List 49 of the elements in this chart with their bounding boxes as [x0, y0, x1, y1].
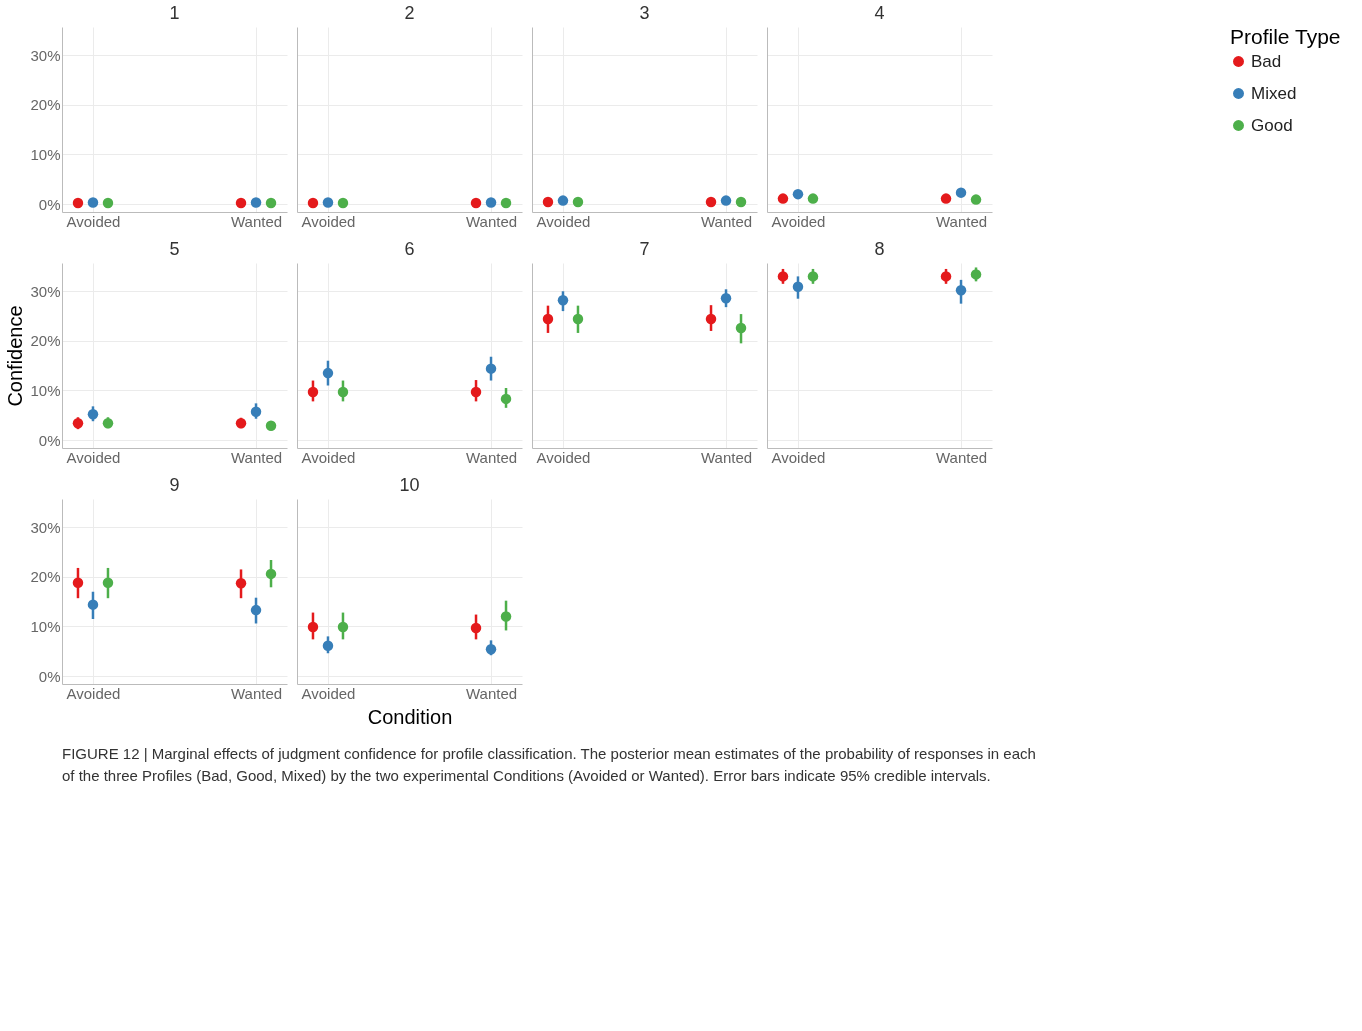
chart-title: 8: [874, 239, 885, 259]
y-tick-label: 20%: [30, 96, 61, 114]
x-tick-label: Avoided: [536, 448, 591, 466]
x-tick-label: Avoided: [301, 448, 356, 466]
y-tick-label: 0%: [38, 431, 61, 449]
legend-label: Good: [1251, 115, 1293, 135]
x-tick-label: Wanted: [700, 448, 753, 466]
chart-title: 5: [169, 239, 180, 259]
x-tick-label: Wanted: [230, 212, 283, 230]
x-tick-label: Avoided: [536, 212, 591, 230]
x-tick-label: Avoided: [66, 448, 121, 466]
x-tick-label: Avoided: [301, 684, 356, 702]
y-tick-label: 10%: [30, 381, 61, 399]
x-tick-label: Avoided: [66, 212, 121, 230]
chart-title: 1: [169, 3, 180, 23]
legend-title: Profile Type: [1230, 25, 1341, 48]
y-tick-label: 20%: [30, 332, 61, 350]
chart-title: 9: [169, 475, 180, 495]
x-tick-label: Wanted: [935, 212, 988, 230]
x-tick-label: Wanted: [700, 212, 753, 230]
x-tick-label: Avoided: [301, 212, 356, 230]
y-tick-label: 30%: [30, 46, 61, 64]
chart-title: 3: [639, 3, 650, 23]
x-tick-label: Wanted: [465, 448, 518, 466]
x-tick-label: Wanted: [465, 212, 518, 230]
chart-title: 10: [399, 475, 420, 495]
x-tick-label: Wanted: [935, 448, 988, 466]
x-tick-label: Wanted: [465, 684, 518, 702]
y-tick-label: 10%: [30, 145, 61, 163]
y-tick-label: 0%: [38, 195, 61, 213]
legend-label: Mixed: [1251, 83, 1297, 103]
chart-title: 4: [874, 3, 885, 23]
y-tick-label: 30%: [30, 518, 61, 536]
chart-title: 6: [404, 239, 415, 259]
caption: FIGURE 12 | Marginal effects of judgment confidence for profile classification. The posterior mean estimates of the probability of responses in each of the three Profiles (Bad, Good, Mixed) by the two experimental Conditions (Avoided or Wanted). Error bars indicate 95% credible intervals.: [62, 745, 1036, 784]
x-tick-label: Avoided: [771, 448, 826, 466]
y-tick-label: 20%: [30, 568, 61, 586]
x-tick-label: Avoided: [771, 212, 826, 230]
chart-title: 7: [639, 239, 650, 259]
y-tick-label: 0%: [38, 667, 61, 685]
y-tick-label: 10%: [30, 617, 61, 635]
x-axis-title: Condition: [367, 705, 453, 728]
x-tick-label: Wanted: [230, 448, 283, 466]
x-tick-label: Wanted: [230, 684, 283, 702]
x-tick-label: Avoided: [66, 684, 121, 702]
y-tick-label: 30%: [30, 282, 61, 300]
y-axis-title: Confidence: [4, 305, 27, 407]
chart-title: 2: [404, 3, 415, 23]
legend-label: Bad: [1251, 51, 1282, 71]
